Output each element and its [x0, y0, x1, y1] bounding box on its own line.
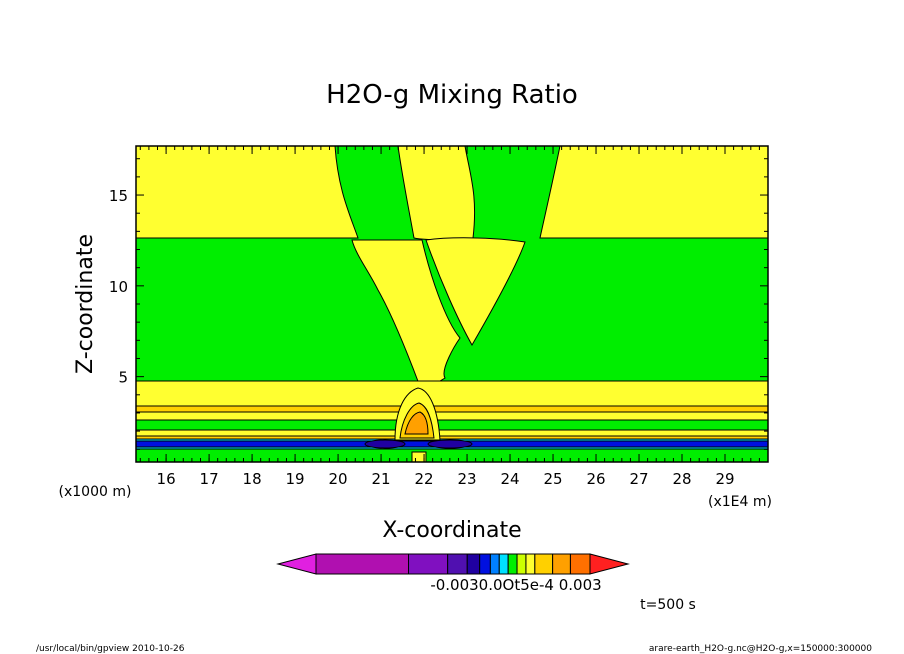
contour-lower-yellow-band-3: [136, 429, 768, 437]
chart-title: H2O-g Mixing Ratio: [326, 80, 578, 110]
contour-upper-left-yellow: [136, 146, 359, 239]
y-axis: 5 10 15: [109, 158, 768, 450]
x-tick-label: 17: [200, 470, 219, 488]
x-tick-label: 25: [543, 470, 562, 488]
x-tick-label: 29: [715, 470, 734, 488]
x-tick-label: 20: [329, 470, 348, 488]
colorbar-segment: [498, 553, 509, 575]
x-axis-unit: (x1E4 m): [708, 494, 772, 510]
y-tick-label: 10: [109, 278, 128, 296]
x-tick-label: 27: [629, 470, 648, 488]
colorbar-segment: [447, 553, 468, 575]
time-annotation: t=500 s: [640, 597, 696, 613]
x-tick-label: 23: [458, 470, 477, 488]
contour-upper-right-yellow: [539, 146, 768, 239]
contour-lower-gold-band: [136, 405, 768, 413]
contour-lower-green-band: [136, 419, 768, 431]
y-tick-label: 5: [118, 369, 128, 387]
contour-lower-yellow-band-2: [136, 411, 768, 421]
contour-bottom-green-band: [136, 448, 768, 462]
x-tick-label: 18: [243, 470, 262, 488]
colorbar-segment: [507, 553, 518, 575]
y-axis-label: Z-coordinate: [73, 234, 98, 374]
colorbar-upper-triangle: [589, 553, 630, 575]
contour-core-orange: [404, 411, 429, 435]
x-axis-label: X-coordinate: [382, 518, 521, 543]
y-axis-unit: (x1000 m): [59, 484, 132, 500]
colorbar-segment: [489, 553, 500, 575]
contour-core-navy-right: [427, 439, 473, 449]
colorbar-segment: [552, 553, 571, 575]
colorbar-segment: [479, 553, 491, 575]
colorbar-segment: [315, 553, 410, 575]
x-tick-label: 24: [500, 470, 519, 488]
colorbar-segment: [569, 553, 591, 575]
contour-core-navy-left: [364, 439, 406, 449]
footer-right: arare-earth_H2O-g.nc@H2O-g,x=150000:3000…: [649, 644, 872, 654]
x-tick-label: 16: [157, 470, 176, 488]
colorbar-lower-triangle: [276, 553, 317, 575]
colorbar: [276, 553, 630, 575]
y-tick-label: 15: [109, 187, 128, 205]
x-tick-label: 26: [586, 470, 605, 488]
contour-central-wedge: [351, 239, 461, 393]
colorbar-segment: [525, 553, 536, 575]
colorbar-segment: [408, 553, 449, 575]
colorbar-segment: [534, 553, 554, 575]
contour-right-wedge: [425, 237, 526, 347]
x-tick-label: 22: [415, 470, 434, 488]
x-tick-label: 28: [672, 470, 691, 488]
x-axis: 16 17 18 19 20 21 22 23 24 25 26 27 28 29: [139, 146, 769, 488]
contour-lower-yellow-band: [136, 380, 768, 407]
contour-core-bottom-yellow: [411, 451, 427, 462]
x-tick-label: 21: [372, 470, 391, 488]
plot-area: [135, 145, 769, 463]
footer-left: /usr/local/bin/gpview 2010-10-26: [36, 644, 185, 654]
colorbar-labels: -0.0030.0Ot5e-4 0.003: [430, 576, 601, 594]
colorbar-segment: [516, 553, 527, 575]
x-tick-label: 19: [286, 470, 305, 488]
colorbar-segment: [466, 553, 481, 575]
